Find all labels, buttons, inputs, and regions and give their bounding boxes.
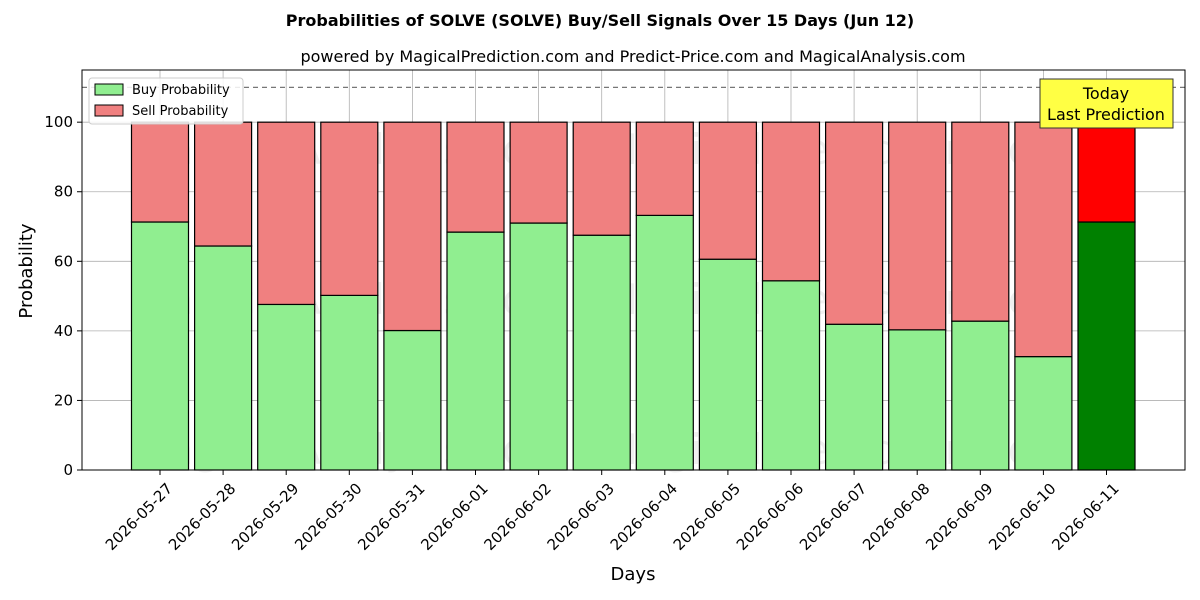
- x-tick-label: 2026-05-29: [228, 480, 302, 554]
- sell-bar: [761, 121, 821, 282]
- legend-label-buy: Buy Probability: [132, 83, 230, 98]
- sell-bar: [951, 121, 1010, 322]
- x-tick-label: 2026-05-28: [165, 480, 239, 554]
- sell-bar: [383, 121, 442, 332]
- y-tick-label: 80: [54, 183, 73, 201]
- buy-bar: [194, 245, 253, 471]
- x-tick-label: 2026-06-04: [607, 480, 681, 554]
- plot-area: MagicalAnalysis.comMagicalPrediction.com…: [44, 69, 1186, 554]
- x-tick-label: 2026-06-06: [733, 480, 807, 554]
- legend-swatch-sell: [94, 104, 124, 117]
- buy-bar: [1077, 221, 1136, 471]
- x-tick-label: 2026-05-31: [354, 480, 428, 554]
- today-annotation-line1: Today: [1082, 84, 1129, 103]
- today-annotation-line2: Last Prediction: [1047, 105, 1165, 124]
- legend-box: [88, 77, 244, 125]
- sell-bar: [1014, 121, 1073, 358]
- y-axis-title: Probability: [16, 223, 37, 318]
- buy-bar: [257, 303, 316, 471]
- x-tick-label: 2026-06-09: [922, 480, 996, 554]
- chart-title: Probabilities of SOLVE (SOLVE) Buy/Sell …: [286, 11, 914, 30]
- sell-bar: [257, 121, 316, 306]
- sell-bar: [194, 121, 253, 247]
- x-axis-title: Days: [611, 564, 656, 585]
- sell-bar: [635, 121, 694, 216]
- buy-bar: [698, 258, 758, 471]
- x-tick-label: 2026-06-03: [544, 480, 618, 554]
- y-tick-label: 100: [44, 113, 73, 131]
- x-tick-label: 2026-06-08: [859, 480, 933, 554]
- sell-bar: [888, 121, 947, 331]
- sell-bar: [320, 121, 379, 296]
- sell-bar: [698, 121, 758, 260]
- buy-bar: [951, 320, 1010, 471]
- x-tick-label: 2026-06-07: [796, 480, 870, 554]
- buy-bar: [320, 294, 379, 471]
- y-tick-label: 40: [54, 322, 73, 340]
- x-tick-label: 2026-06-01: [417, 480, 491, 554]
- sell-bar: [130, 121, 190, 223]
- buy-bar: [761, 280, 821, 471]
- x-tick-label: 2026-06-11: [1048, 480, 1122, 554]
- x-tick-label: 2026-05-30: [291, 480, 365, 554]
- buy-bar: [383, 329, 442, 471]
- buy-bar: [824, 323, 884, 471]
- x-tick-label: 2026-05-27: [102, 480, 176, 554]
- buy-bar: [509, 222, 568, 471]
- sell-bar: [572, 121, 631, 236]
- sell-bar: [446, 121, 505, 233]
- y-tick-label: 20: [54, 391, 73, 409]
- buy-bar: [1014, 356, 1073, 471]
- legend-swatch-buy: [94, 83, 124, 96]
- y-tick-label: 0: [63, 461, 73, 479]
- sell-bar: [1077, 121, 1136, 223]
- chart-subtitle: powered by MagicalPrediction.com and Pre…: [300, 47, 965, 66]
- buy-bar: [130, 221, 190, 471]
- legend-label-sell: Sell Probability: [132, 104, 229, 119]
- today-annotation-box: [1039, 78, 1174, 129]
- x-tick-label: 2026-06-10: [985, 480, 1059, 554]
- plot-frame: [81, 69, 1186, 471]
- buy-bar: [572, 234, 631, 471]
- x-tick-label: 2026-06-05: [670, 480, 744, 554]
- sell-bar: [824, 121, 884, 325]
- y-tick-label: 60: [54, 252, 73, 270]
- sell-bar: [509, 121, 568, 224]
- buy-bar: [635, 214, 694, 471]
- buy-bar: [888, 329, 947, 471]
- buy-bar: [446, 231, 505, 471]
- x-tick-label: 2026-06-02: [480, 480, 554, 554]
